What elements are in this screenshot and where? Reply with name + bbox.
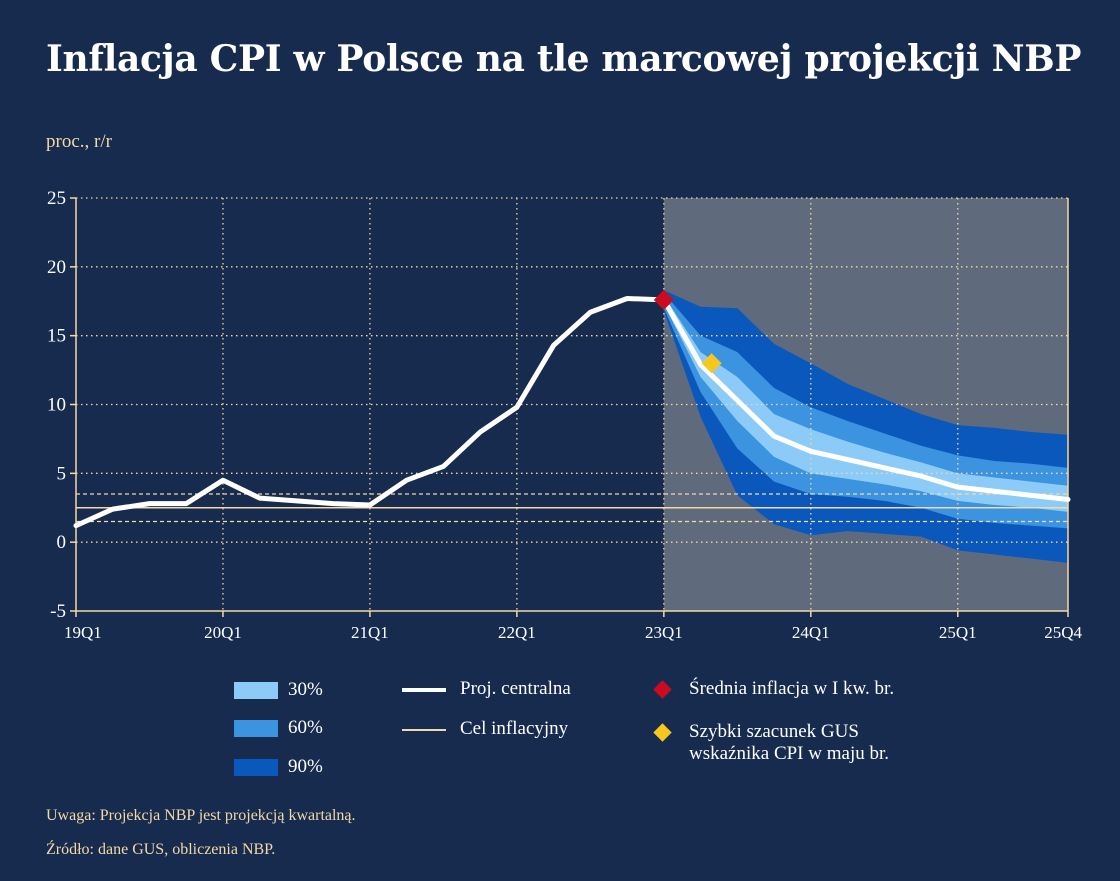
legend-band-60: 60% [234, 717, 323, 739]
y-tick-label: -5 [50, 601, 66, 622]
central-projection-line [73, 295, 1071, 529]
legend-label-flash-2: wskaźnika CPI w maju br. [689, 743, 890, 764]
x-tick-label: 21Q1 [351, 623, 389, 642]
y-tick-label: 15 [47, 326, 66, 347]
x-tick-label: 25Q1 [939, 623, 977, 642]
legend-label-target: Cel inflacyjny [460, 718, 569, 739]
marker-flash-estimate [701, 353, 722, 374]
legend-label-flash-1: Szybki szacunek GUS [689, 721, 859, 742]
legend-flash: Szybki szacunek GUS wskaźnika CPI w maju… [652, 721, 889, 765]
x-tick-label: 19Q1 [64, 623, 102, 642]
y-tick-label: 25 [47, 188, 66, 209]
legend-swatch-central [402, 688, 446, 692]
fan-band-60 [663, 292, 1068, 529]
note-text: Uwaga: Projekcja NBP jest projekcją kwar… [46, 807, 356, 824]
x-tick-label: 20Q1 [204, 623, 242, 642]
x-tick-label: 24Q1 [792, 623, 830, 642]
y-tick-label: 20 [47, 257, 66, 278]
y-tick-label: 5 [57, 463, 67, 484]
legend-label-avg-q1: Średnia inflacja w I kw. br. [689, 678, 895, 699]
legend-swatch-60 [234, 720, 278, 737]
legend-label-90: 90% [288, 756, 323, 777]
legend-label-central: Proj. centralna [460, 678, 571, 699]
marker-avg-q1 [653, 289, 674, 310]
legend-diamond-yellow [653, 723, 672, 742]
y-tick-label: 0 [57, 532, 67, 553]
x-tick-label: 23Q1 [645, 623, 683, 642]
y-unit-label: proc., r/r [46, 131, 112, 152]
legend-diamond-red [653, 680, 672, 699]
fan-band-30 [663, 295, 1068, 512]
legend-label-60: 60% [288, 717, 323, 738]
legend-swatch-30 [234, 682, 278, 699]
legend-central: Proj. centralna [402, 678, 571, 700]
legend-band-30: 30% [234, 679, 323, 701]
y-tick-label: 10 [47, 395, 66, 416]
chart-title: Inflacja CPI w Polsce na tle marcowej pr… [46, 38, 1082, 80]
source-text: Źródło: dane GUS, obliczenia NBP. [46, 841, 276, 858]
legend-band-90: 90% [234, 756, 323, 778]
x-tick-label: 22Q1 [498, 623, 536, 642]
legend-target: Cel inflacyjny [402, 718, 568, 740]
legend-swatch-target [402, 729, 446, 731]
x-tick-label: 25Q4 [1044, 623, 1082, 642]
legend-avg-q1: Średnia inflacja w I kw. br. [652, 678, 894, 700]
legend-label-30: 30% [288, 679, 323, 700]
legend-swatch-90 [234, 759, 278, 776]
